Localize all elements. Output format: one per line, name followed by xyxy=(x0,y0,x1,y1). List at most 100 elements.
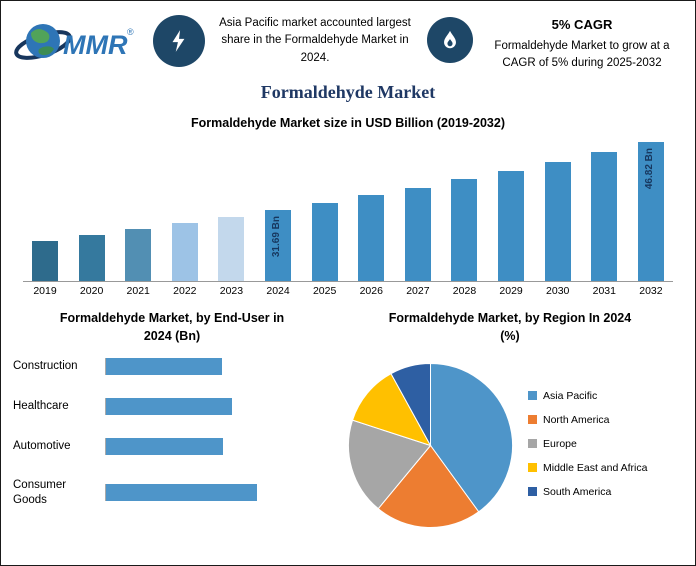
bar-2028 xyxy=(451,179,478,281)
market-size-bar-chart: 31.69 Bn 46.82 Bn xyxy=(23,140,673,282)
logo-text: MMR xyxy=(63,30,128,60)
x-axis-label-2023: 2023 xyxy=(219,285,244,297)
x-axis-label-2030: 2030 xyxy=(546,285,570,297)
end-user-row-consumer-goods: Consumer Goods xyxy=(13,478,331,508)
bar-column-2023 xyxy=(209,217,253,281)
x-axis-label-2029: 2029 xyxy=(499,285,523,297)
x-axis-label-2022: 2022 xyxy=(173,285,197,297)
highlight1-text: Asia Pacific market accounted largest sh… xyxy=(219,17,411,64)
end-user-track-construction xyxy=(105,358,331,375)
bar-2020 xyxy=(78,235,105,281)
x-axis-label-2032: 2032 xyxy=(639,285,663,297)
bar-2030 xyxy=(544,162,571,281)
page-title: Formaldehyde Market xyxy=(260,82,436,102)
bar-column-2021 xyxy=(116,229,160,281)
region-chart-title: Formaldehyde Market, by Region In 2024 (… xyxy=(388,311,632,343)
registered-mark: ® xyxy=(127,27,134,37)
legend-label-asia-pacific: Asia Pacific xyxy=(543,389,598,402)
bar-2031 xyxy=(591,152,618,281)
bar-2021 xyxy=(125,229,152,281)
legend-swatch-asia-pacific xyxy=(528,391,537,400)
cagr-title: 5% CAGR xyxy=(551,17,613,32)
bar-2032: 46.82 Bn xyxy=(637,142,664,281)
legend-label-south-america: South America xyxy=(543,485,612,498)
x-axis-label-2031: 2031 xyxy=(592,285,616,297)
x-axis-label-2026: 2026 xyxy=(359,285,383,297)
bar-column-2024: 31.69 Bn xyxy=(256,210,300,281)
globe-logo-icon: MMR ® xyxy=(14,24,134,60)
end-user-row-healthcare: Healthcare xyxy=(13,398,331,415)
bar-2023 xyxy=(218,217,245,281)
bottom-charts: Formaldehyde Market, by End-User in 2024… xyxy=(1,310,695,533)
bar-column-2027 xyxy=(396,188,440,281)
legend-label-middle-east-and-africa: Middle East and Africa xyxy=(543,461,648,474)
bar-2026 xyxy=(358,195,385,281)
highlight2-text: Formaldehyde Market to grow at a CAGR of… xyxy=(494,40,670,70)
bar-2022 xyxy=(171,223,198,281)
legend-item-south-america: South America xyxy=(528,486,647,498)
bar-column-2030 xyxy=(536,162,580,281)
end-user-bar-healthcare xyxy=(106,398,233,415)
legend-swatch-south-america xyxy=(528,487,537,496)
end-user-bar-construction xyxy=(106,358,223,375)
region-pie-chart xyxy=(348,362,513,528)
legend-label-europe: Europe xyxy=(543,437,577,450)
bar-2029 xyxy=(498,171,525,281)
bar-column-2025 xyxy=(303,203,347,281)
end-user-bar-consumer-goods xyxy=(106,484,257,502)
legend-swatch-middle-east-and-africa xyxy=(528,463,537,472)
end-user-bar-chart: Construction Healthcare Automotive Consumer… xyxy=(13,358,331,508)
end-user-track-automotive xyxy=(105,438,331,455)
bar-column-2031 xyxy=(582,152,626,281)
end-user-chart: Formaldehyde Market, by End-User in 2024… xyxy=(1,310,331,533)
end-user-label-construction: Construction xyxy=(13,360,78,373)
x-axis-label-2025: 2025 xyxy=(312,285,337,297)
x-axis-label-2028: 2028 xyxy=(452,285,477,297)
pie-slice-europe xyxy=(348,419,432,510)
legend-label-north-america: North America xyxy=(543,413,610,426)
bar-column-2022 xyxy=(163,223,207,281)
bar-2019 xyxy=(32,241,58,281)
x-axis-label-2024: 2024 xyxy=(266,285,290,297)
header: MMR ® Asia Pacific market accounted larg… xyxy=(1,1,695,76)
bar-column-2032: 46.82 Bn xyxy=(629,142,673,281)
legend-item-north-america: North America xyxy=(528,414,647,426)
legend-item-middle-east-and-africa: Middle East and Africa xyxy=(528,462,647,474)
legend-swatch-north-america xyxy=(528,415,537,424)
end-user-chart-title: Formaldehyde Market, by End-User in 2024… xyxy=(59,311,285,343)
end-user-label-healthcare: Healthcare xyxy=(13,400,69,413)
legend-item-europe: Europe xyxy=(528,438,647,450)
market-size-x-axis: 2019 2020 2021 2022 2023 2024 2025 2026 2027 2028… xyxy=(23,285,673,297)
x-axis-label-2027: 2027 xyxy=(406,285,430,297)
bar-column-2029 xyxy=(489,171,533,281)
highlight-cagr: 5% CAGR Formaldehyde Market to grow at a… xyxy=(427,17,681,73)
bar-column-2020 xyxy=(70,235,114,281)
legend-item-asia-pacific: Asia Pacific xyxy=(528,390,647,402)
legend-swatch-europe xyxy=(528,439,537,448)
end-user-row-construction: Construction xyxy=(13,358,331,375)
bar-column-2026 xyxy=(349,195,393,281)
region-legend: Asia Pacific North America Europe Middle Ea… xyxy=(528,390,647,498)
end-user-label-automotive: Automotive xyxy=(13,440,71,453)
mmr-logo: MMR ® xyxy=(13,13,141,76)
pie-slice-middle-east-and-africa xyxy=(351,372,432,447)
end-user-track-consumer-goods xyxy=(105,484,331,502)
end-user-track-healthcare xyxy=(105,398,331,415)
pie-slice-north-america xyxy=(377,444,480,528)
end-user-label-consumer-goods: Consumer Goods xyxy=(13,479,67,506)
region-pie-wrap: Asia Pacific North America Europe Middle Ea… xyxy=(331,358,689,533)
market-size-chart-title: Formaldehyde Market size in USD Billion … xyxy=(191,116,505,130)
pie-slice-south-america xyxy=(390,362,431,446)
bar-value-label-2032: 46.82 Bn xyxy=(643,148,655,190)
end-user-bar-automotive xyxy=(106,438,223,455)
x-axis-label-2019: 2019 xyxy=(33,285,57,297)
bar-2027 xyxy=(404,188,431,281)
x-axis-label-2020: 2020 xyxy=(79,285,104,297)
bar-2024: 31.69 Bn xyxy=(265,210,292,281)
flame-icon xyxy=(427,17,473,63)
x-axis-label-2021: 2021 xyxy=(126,285,150,297)
end-user-row-automotive: Automotive xyxy=(13,438,331,455)
pie-slice-asia-pacific xyxy=(430,362,513,513)
bar-column-2028 xyxy=(442,179,486,281)
